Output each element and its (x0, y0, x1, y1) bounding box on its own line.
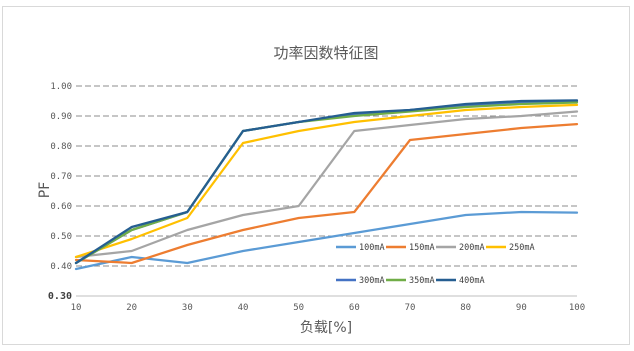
x-axis-title: 负载[%] (300, 320, 352, 336)
legend-label: 400mA (459, 276, 485, 286)
x-tick-label: 30 (182, 303, 193, 313)
y-tick-label: 0.80 (50, 142, 72, 152)
y-tick-label: 0.30 (48, 291, 72, 302)
x-tick-label: 70 (405, 303, 416, 313)
x-tick-label: 100 (569, 303, 585, 313)
series-line-150mA (74, 122, 579, 265)
x-tick-label: 20 (126, 303, 137, 313)
series-lines (74, 99, 579, 271)
y-axis-ticks: 0.30 0.40 0.50 0.60 0.70 0.80 0.90 1.00 (48, 82, 72, 302)
series-line-400mA (74, 99, 579, 265)
series-line-200mA (74, 110, 579, 259)
x-tick-label: 80 (460, 303, 471, 313)
x-tick-label: 90 (516, 303, 527, 313)
y-tick-label: 0.40 (50, 262, 72, 272)
x-tick-label: 40 (238, 303, 249, 313)
y-tick-label: 0.70 (50, 172, 72, 182)
y-tick-label: 1.00 (50, 82, 72, 92)
series-line-250mA (74, 103, 579, 259)
grid (76, 85, 577, 297)
x-tick-label: 60 (349, 303, 360, 313)
legend-label: 350mA (409, 276, 435, 286)
y-axis-title: PF (37, 182, 53, 199)
series-line-100mA (74, 210, 579, 271)
legend-label: 300mA (359, 276, 385, 286)
legend-label: 250mA (509, 243, 535, 253)
chart-frame: 功率因数特征图 0.30 0.40 0.50 0.60 0.70 0.80 0.90 1.00… (2, 6, 630, 345)
x-tick-label: 10 (71, 303, 82, 313)
legend-label: 150mA (409, 243, 435, 253)
legend-label: 200mA (459, 243, 485, 253)
chart-title: 功率因数特征图 (273, 44, 378, 62)
x-axis-ticks: 10 20 30 40 50 60 70 80 90 100 (71, 303, 586, 313)
y-tick-label: 0.90 (50, 112, 72, 122)
chart-svg: 功率因数特征图 0.30 0.40 0.50 0.60 0.70 0.80 0.90 1.00… (37, 44, 586, 336)
x-tick-label: 50 (293, 303, 304, 313)
y-tick-label: 0.60 (50, 202, 72, 212)
y-tick-label: 0.50 (50, 232, 72, 242)
series-line-350mA (74, 101, 579, 265)
legend: 100mA 150mA 200mA 250mA 300mA 350mA 400mA (336, 243, 535, 286)
legend-label: 100mA (359, 243, 385, 253)
